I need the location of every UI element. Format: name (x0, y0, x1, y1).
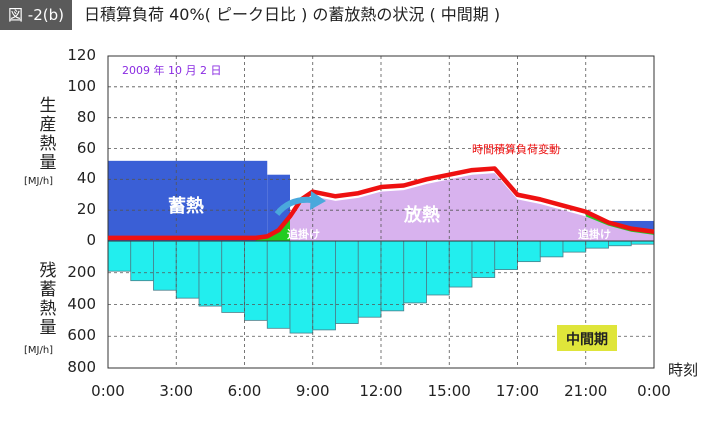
chase-label-right: 追掛け (578, 227, 611, 241)
release-label: 放熱 (403, 204, 440, 226)
remaining-storage-bar (357, 240, 382, 318)
lower-tick-label: 400 (67, 294, 96, 313)
figure-number-badge: 図 -2(b) (0, 0, 72, 30)
transfer-arrow-head (310, 191, 326, 210)
x-tick-label: 21:00 (564, 382, 608, 400)
remaining-storage-bar (130, 240, 154, 282)
transfer-arrow-shaft (274, 196, 313, 216)
remaining-storage-bar (198, 240, 223, 307)
season-badge-bg (557, 325, 617, 351)
plot-frame (107, 55, 655, 369)
lower-tick-label: 600 (67, 326, 96, 345)
remaining-storage-bar (380, 240, 405, 312)
lower-tick-label: 800 (67, 358, 96, 376)
x-tick-label: 9:00 (295, 382, 330, 400)
x-axis-label: 時刻 (668, 361, 699, 379)
remaining-storage-bar (517, 240, 541, 263)
date-note: 2009 年 10 月 2 日 (122, 63, 221, 77)
upper-tick-label: 0 (86, 231, 96, 249)
remaining-storage-bar (153, 240, 177, 291)
x-tick-label: 3:00 (159, 382, 194, 400)
x-tick-label: 15:00 (427, 382, 471, 400)
remaining-storage-bar (312, 240, 336, 331)
lower-tick-label: 200 (67, 262, 96, 281)
transfer-arrow (274, 191, 326, 216)
remaining-storage-bar (426, 240, 450, 296)
upper-tick-label: 80 (76, 107, 96, 126)
lower-axis-unit: [MJ/h] (24, 345, 54, 356)
load-curve-line (108, 166, 655, 241)
chase-area-left (255, 216, 290, 241)
remaining-storage-bar (562, 240, 587, 253)
x-tick-label: 17:00 (495, 382, 540, 400)
remaining-storage-bar (539, 240, 564, 258)
x-tick-label: 6:00 (227, 382, 262, 400)
upper-axis-label: 生産熱量 (39, 96, 57, 173)
upper-tick-label: 120 (67, 46, 96, 64)
upper-tick-label: 40 (76, 169, 96, 188)
upper-tick-label: 60 (76, 138, 96, 157)
remaining-storage-bar (244, 240, 268, 321)
storage-label: 蓄熱 (168, 195, 204, 217)
x-tick-label: 0:00 (91, 382, 125, 400)
chase-label-left: 追掛け (287, 227, 320, 241)
remaining-storage-bar (585, 240, 609, 249)
remaining-storage-bar (289, 240, 314, 334)
remaining-storage-bar (335, 240, 359, 324)
remaining-storage-bar (448, 240, 473, 288)
remaining-storage-bar (471, 240, 496, 278)
upper-tick-label: 20 (76, 200, 96, 219)
x-tick-label: 0:00 (637, 382, 671, 400)
upper-tick-label: 100 (67, 76, 96, 95)
remaining-storage-bar (494, 240, 518, 270)
remaining-storage-bar (221, 240, 245, 313)
load-curve-label: 時間積算負荷変動 (472, 142, 560, 156)
remaining-storage-bar (175, 240, 200, 299)
remaining-storage-bar (403, 240, 427, 304)
remaining-storage-bar (608, 240, 632, 247)
load-curve-group (108, 166, 655, 241)
season-badge-text: 中間期 (566, 331, 608, 348)
x-tick-label: 12:00 (359, 382, 403, 400)
lower-axis-label: 残蓄熱量 (39, 261, 57, 338)
remaining-storage-bar (266, 240, 291, 329)
upper-axis-unit: [MJ/h] (24, 176, 54, 187)
storage-bar (108, 160, 268, 241)
figure-title: 日積算負荷 40%( ピーク日比 ) の蓄放熱の状況 ( 中間期 ) (84, 5, 501, 24)
remaining-storage-bar (107, 240, 132, 272)
